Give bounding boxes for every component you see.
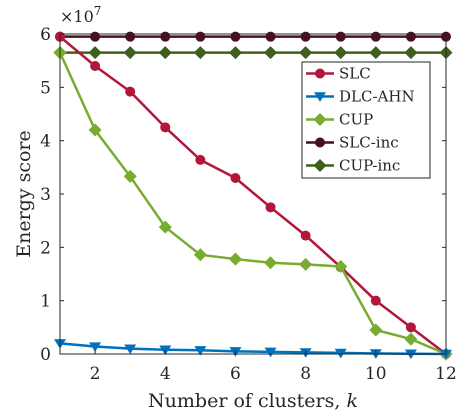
- data-point-slc: [90, 61, 101, 71]
- x-axis-label-text: Number of clusters,: [148, 390, 346, 412]
- legend: SLC DLC-AHN CUP SLC-inc CUP-inc: [301, 61, 431, 179]
- y-multiplier-base: ×10: [60, 7, 94, 26]
- y-tick-label: 6: [40, 25, 51, 45]
- legend-item-slc: SLC: [306, 65, 371, 83]
- data-point-dlc-ahn: [194, 346, 207, 356]
- data-point-cup: [193, 248, 207, 262]
- series-slc-inc: [55, 31, 451, 42]
- y-tick-label: 2: [40, 238, 51, 258]
- data-point-cup-inc: [264, 46, 278, 60]
- data-point-cup-inc: [123, 46, 137, 60]
- data-point-cup-inc: [404, 46, 418, 60]
- series-line-dlc-ahn: [59, 342, 447, 356]
- legend-item-dlc-ahn: DLC-AHN: [306, 88, 415, 106]
- y-multiplier-label: ×107: [60, 4, 101, 26]
- x-tick-label: 4: [160, 364, 171, 384]
- data-point-cup: [88, 123, 102, 137]
- x-tick-label: 8: [300, 364, 311, 384]
- legend-label: DLC-AHN: [339, 88, 415, 106]
- x-axis-label: Number of clusters, k: [148, 390, 358, 412]
- data-point-slc: [160, 122, 171, 133]
- data-point-slc-inc: [335, 31, 346, 42]
- legend-label: SLC-inc: [339, 134, 399, 152]
- y-axis-label: Energy score: [13, 130, 35, 258]
- data-point-cup: [158, 220, 172, 234]
- data-point-cup: [369, 323, 383, 337]
- x-tick-label: 10: [365, 364, 387, 384]
- data-point-dlc-ahn: [89, 342, 102, 352]
- y-multiplier-exponent: 7: [94, 4, 102, 18]
- legend-item-slc-inc: SLC-inc: [306, 134, 399, 152]
- legend-swatch-marker: [313, 159, 327, 172]
- data-point-cup-inc: [334, 46, 348, 60]
- data-point-cup: [228, 252, 242, 266]
- y-tick-label: 0: [40, 345, 51, 365]
- data-point-slc: [125, 86, 136, 97]
- legend-label: CUP: [339, 111, 373, 129]
- data-point-cup-inc: [228, 46, 242, 60]
- y-tick-label: 3: [40, 185, 51, 205]
- data-point-cup-inc: [193, 46, 207, 60]
- legend-swatch-marker: [313, 113, 327, 126]
- data-point-slc: [195, 154, 206, 165]
- x-axis-label-variable: k: [346, 390, 358, 412]
- legend-swatch-marker: [315, 68, 325, 79]
- data-point-slc: [405, 322, 416, 333]
- data-point-slc: [300, 230, 311, 241]
- series-dlc-ahn: [54, 339, 452, 360]
- series-line-cup: [58, 52, 447, 356]
- data-point-dlc-ahn: [440, 349, 452, 360]
- data-point-cup-inc: [299, 46, 313, 60]
- x-tick-label: 6: [230, 364, 241, 384]
- legend-swatch-marker: [314, 92, 326, 102]
- data-point-slc: [370, 295, 381, 306]
- data-point-cup: [404, 332, 418, 346]
- legend-swatch-marker: [315, 137, 325, 148]
- data-point-dlc-ahn: [264, 347, 277, 358]
- data-point-slc-inc: [405, 31, 416, 42]
- data-point-cup-inc: [369, 46, 383, 60]
- data-point-cup: [334, 260, 348, 274]
- data-point-cup: [264, 256, 278, 270]
- data-point-cup-inc: [88, 46, 102, 60]
- y-tick-label: 5: [40, 78, 51, 98]
- data-point-slc-inc: [265, 31, 276, 42]
- data-point-slc-inc: [195, 31, 206, 42]
- legend-label: CUP-inc: [339, 157, 400, 175]
- series-line-slc: [59, 35, 447, 355]
- series-cup: [53, 46, 453, 361]
- data-point-cup: [123, 169, 137, 183]
- x-tick-label: 2: [90, 364, 101, 384]
- data-point-slc: [230, 173, 241, 183]
- legend-item-cup: CUP: [306, 111, 373, 129]
- legend-item-cup-inc: CUP-inc: [306, 157, 400, 175]
- data-point-dlc-ahn: [124, 344, 137, 355]
- data-point-cup-inc: [158, 46, 172, 60]
- data-point-cup: [299, 257, 313, 271]
- y-tick-label: 1: [40, 292, 51, 312]
- y-tick-label: 4: [40, 132, 51, 152]
- plot-area: [53, 31, 453, 361]
- x-tick-label: 12: [435, 364, 457, 384]
- legend-label: SLC: [339, 65, 371, 83]
- data-point-slc-inc: [125, 31, 136, 42]
- data-point-slc: [265, 202, 276, 213]
- series-cup-inc: [53, 46, 453, 60]
